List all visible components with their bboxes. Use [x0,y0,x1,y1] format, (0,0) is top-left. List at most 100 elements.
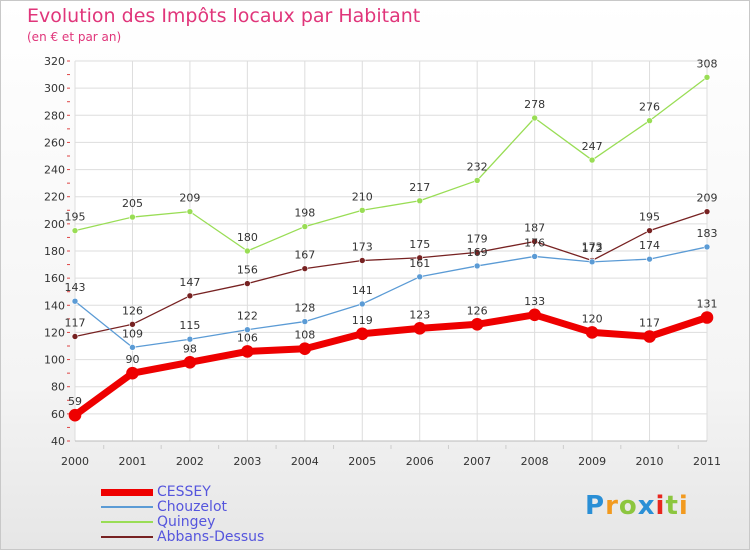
data-point [71,297,79,305]
data-point [413,322,427,335]
series-line-abbans-dessus [74,211,708,338]
legend-swatch [101,488,153,496]
x-tick-label: 2003 [233,455,261,468]
data-point [183,355,197,369]
data-label: 180 [237,231,258,244]
data-label: 98 [183,342,197,355]
x-tick-label: 2011 [693,455,721,468]
data-label: 119 [352,314,373,327]
legend-item: Abbans-Dessus [101,529,401,545]
legend-label: Chouzelot [157,499,227,515]
data-point [244,247,251,255]
data-label: 161 [409,257,430,270]
data-label: 217 [409,181,430,194]
data-point [470,317,484,331]
data-label: 123 [409,308,430,321]
series-line-chouzelot [74,246,708,349]
data-label: 276 [639,101,660,114]
data-point [473,249,481,256]
legend-item: Chouzelot [101,499,401,515]
y-tick-label: 140 [44,299,65,312]
data-point [473,177,481,184]
data-label: 115 [179,319,200,332]
data-label: 176 [524,236,545,249]
y-tick-label: 260 [44,136,65,149]
data-point [703,208,711,215]
data-point [68,408,82,422]
y-tick-label: 120 [44,326,65,339]
x-tick-label: 2000 [61,455,89,468]
data-label: 183 [697,227,718,240]
y-tick-label: 100 [44,354,65,367]
data-point [646,117,653,125]
series-line-quingey [74,76,708,252]
x-tick-label: 2001 [118,455,146,468]
data-point [301,318,309,325]
data-label: 59 [68,395,82,408]
series [68,73,714,422]
y-tick-label: 40 [51,435,65,448]
data-point [588,156,596,164]
data-label: 117 [65,317,86,330]
data-label: 133 [524,295,545,308]
data-label: 126 [467,304,488,317]
data-point [186,335,194,343]
data-point [186,208,194,215]
logo-letter: o [618,491,638,521]
legend-swatch [101,536,153,538]
data-label: 109 [122,327,143,340]
data-point [186,292,194,300]
data-point [416,273,424,281]
y-tick-label: 320 [44,55,65,68]
data-label: 278 [524,98,545,111]
data-point [700,311,714,324]
data-point [531,114,538,122]
logo-letter: i [678,491,689,521]
data-label: 198 [294,207,315,220]
x-tick-label: 2008 [521,455,549,468]
grid [74,60,708,442]
data-point [129,344,136,351]
data-point [646,255,653,263]
data-label: 173 [352,241,373,254]
x-tick-label: 2009 [578,455,606,468]
y-tick-label: 180 [44,245,65,258]
data-label: 195 [65,211,86,224]
proxiti-logo: Proxiti [585,491,689,521]
data-point [298,342,312,356]
data-point [129,213,136,221]
data-point [358,257,366,264]
legend-swatch [101,521,153,523]
x-tick-label: 2007 [463,455,491,468]
data-point [358,206,366,214]
data-point [528,308,541,322]
axes: 40 60 80 100 120 140 160 180 200 220 240 260 280 300 3… [44,55,721,468]
data-point [301,265,309,272]
data-point [358,300,366,308]
data-label: 108 [294,329,315,342]
legend-label: Quingey [157,514,216,530]
data-label: 106 [237,331,258,344]
data-label: 179 [467,232,488,245]
data-point [588,258,596,266]
data-point [703,73,711,81]
data-point [416,197,424,205]
data-point [416,254,424,262]
data-point [301,223,309,230]
data-point [244,280,251,287]
legend-item: CESSEY [101,484,401,500]
data-label: 126 [122,304,143,317]
data-point [126,366,139,380]
data-label: 308 [697,57,718,70]
y-tick-label: 300 [44,82,65,95]
data-label: 187 [524,222,545,235]
logo-letter: x [637,491,656,521]
data-label: 209 [697,192,718,205]
data-label: 210 [352,190,373,203]
data-label: 174 [639,239,660,252]
legend-swatch [101,506,153,508]
data-labels: 195 205 209 180 198 210 217 232 278 247 276 308 117 1… [65,57,718,408]
data-label: 205 [122,197,143,210]
